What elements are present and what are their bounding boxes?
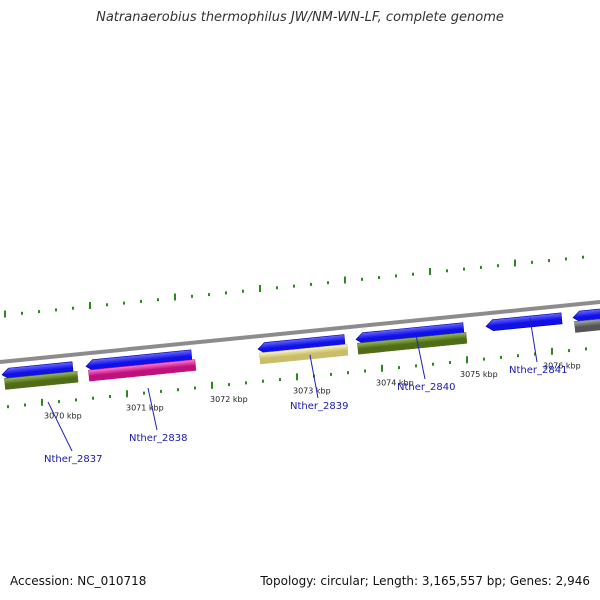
tick-dot bbox=[463, 267, 465, 271]
gene-label: Nther_2840 bbox=[397, 382, 455, 393]
tick-dot bbox=[500, 355, 502, 359]
tick-dot bbox=[449, 361, 451, 364]
accession-text: Accession: NC_010718 bbox=[10, 574, 147, 588]
feature-bar-shape bbox=[88, 359, 197, 382]
scale-label: 3075 kbp bbox=[460, 370, 498, 379]
tick-dot bbox=[245, 381, 247, 385]
tick-dot bbox=[55, 308, 57, 312]
tick-dot bbox=[262, 379, 264, 383]
gene-label: Nther_2841 bbox=[509, 365, 567, 376]
tick-dot bbox=[225, 291, 227, 295]
feature-bar-shape bbox=[259, 343, 349, 365]
tick-dot bbox=[228, 383, 230, 387]
tick-dot bbox=[194, 386, 196, 390]
tick-dot bbox=[568, 349, 570, 353]
tick-dot bbox=[177, 388, 179, 392]
gene-label: Nther_2839 bbox=[290, 401, 348, 412]
tick-dot bbox=[480, 265, 482, 269]
scale-label: 3073 kbp bbox=[293, 387, 331, 396]
tick-dot bbox=[106, 303, 108, 307]
tick-dot bbox=[517, 354, 519, 358]
tick-dot bbox=[582, 255, 584, 259]
tick-dot bbox=[347, 371, 349, 375]
scale-label: 3076 kbp bbox=[543, 362, 581, 371]
tick-dot bbox=[242, 289, 244, 293]
gene-label: Nther_2837 bbox=[44, 454, 102, 465]
tick-dot bbox=[21, 311, 23, 315]
feature-bar-shape bbox=[4, 370, 79, 390]
tick-dot bbox=[143, 391, 145, 395]
tick-dot bbox=[483, 357, 485, 361]
gene-label-leader bbox=[529, 317, 538, 363]
tick-dot bbox=[109, 395, 111, 398]
gene-label-leader bbox=[415, 334, 426, 380]
tick-dot bbox=[378, 276, 380, 280]
tick-dot bbox=[364, 369, 366, 373]
genome-summary-text: Topology: circular; Length: 3,165,557 bp… bbox=[260, 574, 590, 588]
tick-dot bbox=[310, 282, 312, 286]
inner-tick-track bbox=[7, 347, 587, 409]
map-title: Natranaerobius thermophilus JW/NM-WN-LF,… bbox=[96, 10, 504, 25]
tick-dot bbox=[565, 257, 567, 261]
tick-dot bbox=[293, 284, 295, 288]
feature-bar-shape bbox=[357, 332, 468, 355]
gene-arrow-shape bbox=[485, 312, 563, 331]
gene-label-leader bbox=[47, 401, 73, 452]
tick-dot bbox=[395, 274, 397, 278]
scale-label: 3070 kbp bbox=[44, 412, 82, 421]
tick-dot bbox=[497, 264, 499, 268]
tick-dot bbox=[398, 366, 400, 370]
scale-label: 3071 kbp bbox=[126, 403, 164, 412]
feature-bar-shape bbox=[574, 317, 600, 333]
tick-dot bbox=[58, 400, 60, 404]
tick-dot bbox=[412, 272, 414, 276]
tick-dot bbox=[279, 378, 281, 381]
feature-bar bbox=[574, 317, 600, 333]
scale-label: 3074 kbp bbox=[376, 378, 414, 387]
feature-bar bbox=[259, 343, 349, 365]
feature-bar bbox=[88, 359, 197, 382]
tick-dot bbox=[534, 352, 536, 356]
tick-dot bbox=[123, 301, 125, 305]
tick-dot bbox=[208, 293, 210, 297]
tick-dot bbox=[531, 260, 533, 264]
tick-dot bbox=[432, 362, 434, 366]
tick-dot bbox=[548, 259, 550, 263]
tick-dot bbox=[276, 286, 278, 290]
feature-bar bbox=[357, 332, 468, 355]
tick-dot bbox=[38, 310, 40, 314]
gene-label: Nther_2838 bbox=[129, 433, 187, 444]
tick-dot bbox=[24, 403, 26, 407]
gene-label-leader bbox=[147, 387, 158, 431]
tick-dot bbox=[160, 389, 162, 393]
feature-bar bbox=[4, 370, 79, 390]
gene-label-leader bbox=[309, 354, 319, 399]
tick-dot bbox=[157, 298, 159, 302]
tick-dot bbox=[72, 306, 74, 310]
gene-arrow bbox=[485, 312, 563, 331]
genome-backbone bbox=[0, 300, 600, 364]
tick-dot bbox=[75, 398, 77, 402]
scale-label: 3072 kbp bbox=[210, 395, 248, 404]
outer-tick-track bbox=[4, 255, 584, 318]
tick-dot bbox=[415, 364, 417, 368]
tick-dot bbox=[191, 294, 193, 298]
tick-dot bbox=[361, 277, 363, 281]
tick-dot bbox=[446, 269, 448, 273]
tick-dot bbox=[140, 299, 142, 303]
tick-dot bbox=[330, 372, 332, 376]
tick-dot bbox=[327, 281, 329, 285]
tick-dot bbox=[92, 396, 94, 400]
tick-dot bbox=[7, 405, 9, 409]
tick-dot bbox=[585, 347, 587, 351]
